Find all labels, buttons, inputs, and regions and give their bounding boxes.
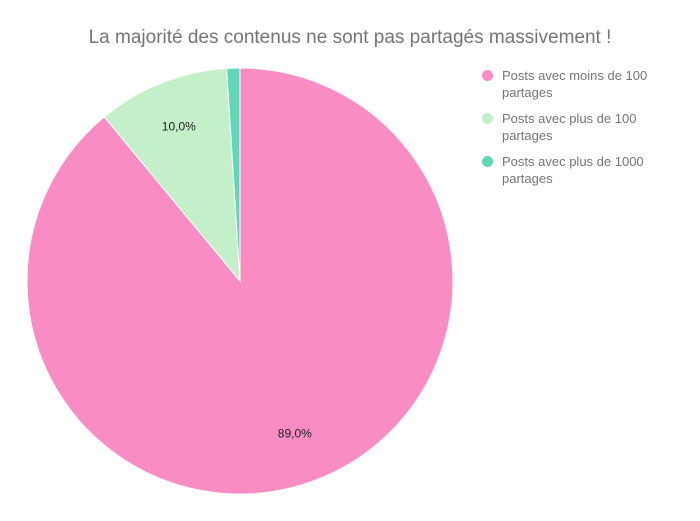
pie-slices [26, 67, 454, 495]
pie-slice-labels: 89,0% 10,0% [162, 120, 312, 441]
legend-item-more-100[interactable]: Posts avec plus de 100 partages [482, 110, 687, 144]
legend-swatch [482, 113, 493, 124]
chart-legend: Posts avec moins de 100 partages Posts a… [482, 67, 687, 196]
chart-title: La majorité des contenus ne sont pas par… [88, 27, 612, 48]
legend-swatch [482, 70, 493, 81]
legend-label: Posts avec moins de 100 partages [502, 68, 648, 100]
legend-item-less-100[interactable]: Posts avec moins de 100 partages [482, 67, 687, 101]
legend-swatch [482, 156, 493, 167]
pie-slice-more-100[interactable] [103, 67, 241, 283]
legend-item-more-1000[interactable]: Posts avec plus de 1000 partages [482, 153, 687, 187]
slice-label-less-100: 89,0% [278, 426, 312, 440]
legend-label: Posts avec plus de 1000 partages [502, 154, 644, 186]
legend-label: Posts avec plus de 100 partages [502, 111, 637, 143]
slice-label-more-100: 10,0% [162, 120, 196, 134]
pie-slice-more-1000[interactable] [226, 67, 241, 282]
